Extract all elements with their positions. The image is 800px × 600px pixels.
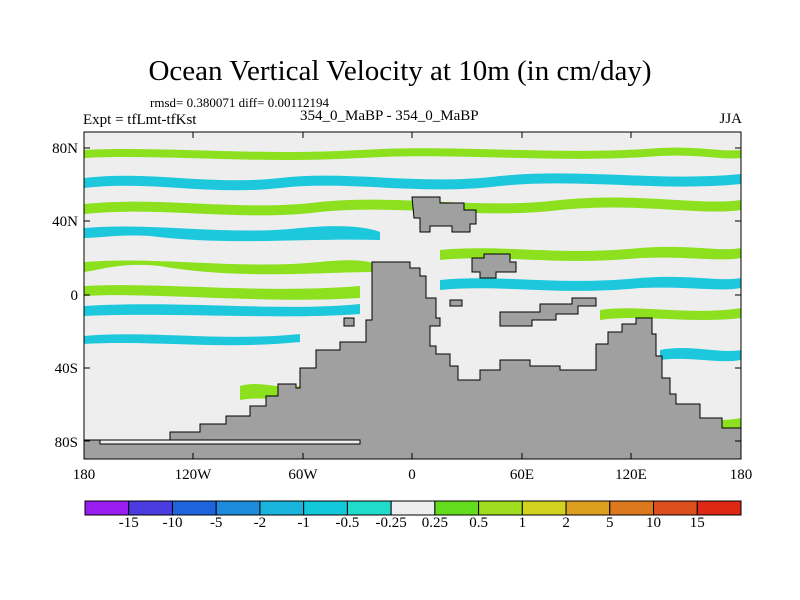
colorbar-label: 10 bbox=[646, 515, 662, 531]
colorbar-swatch bbox=[521, 500, 567, 516]
anomaly-band-negative bbox=[660, 348, 741, 362]
colorbar-swatch bbox=[303, 500, 348, 516]
colorbar-swatch bbox=[259, 500, 305, 516]
colorbar-label: 0.5 bbox=[469, 515, 488, 531]
center-subtitle: 354_0_MaBP - 354_0_MaBP bbox=[300, 108, 479, 124]
figure-title: Ocean Vertical Velocity at 10m (in cm/da… bbox=[148, 55, 652, 87]
colorbar-label: -10 bbox=[162, 515, 183, 531]
colorbar-label: 1 bbox=[518, 515, 527, 531]
anomaly-band-positive bbox=[440, 246, 741, 261]
anomaly-band-positive bbox=[84, 147, 741, 160]
colorbar-swatch bbox=[434, 500, 480, 516]
colorbar-swatch bbox=[478, 500, 523, 516]
anomaly-band-negative bbox=[84, 304, 360, 317]
land-north-asia bbox=[411, 196, 477, 233]
colorbar-label: -1 bbox=[297, 515, 310, 531]
land-small-north bbox=[471, 253, 517, 279]
stats-text: rmsd= 0.380071 diff= 0.00112194 bbox=[150, 95, 329, 110]
colorbar-label: -5 bbox=[209, 515, 223, 531]
anomaly-band-positive bbox=[84, 285, 360, 300]
lon-label-180w: 180 bbox=[73, 467, 96, 483]
lon-label-180e: 180 bbox=[730, 467, 753, 483]
colorbar-swatch bbox=[346, 500, 392, 516]
lat-label-40s: 40S bbox=[55, 361, 78, 377]
lon-label-120w: 120W bbox=[175, 467, 213, 483]
anomaly-band-positive bbox=[84, 260, 375, 275]
axis-ticks bbox=[83, 132, 742, 459]
colorbar-label: -0.25 bbox=[375, 515, 407, 531]
land-outline-strip bbox=[99, 439, 361, 445]
colorbar-swatch bbox=[215, 500, 261, 516]
anomaly-band-negative bbox=[84, 226, 380, 242]
colorbar-swatch bbox=[390, 500, 436, 516]
colorbar bbox=[84, 500, 742, 516]
lat-label-80n: 80N bbox=[52, 141, 78, 157]
colorbar-label: 15 bbox=[689, 515, 705, 531]
colorbar-swatch bbox=[609, 500, 655, 516]
lon-label-60e: 60E bbox=[510, 467, 534, 483]
season-label: JJA bbox=[719, 111, 742, 127]
land-maritime bbox=[499, 297, 597, 327]
experiment-label: Expt = tfLmt-tfKst bbox=[83, 112, 197, 128]
colorbar-label: -15 bbox=[118, 515, 139, 531]
land-mask bbox=[83, 196, 742, 460]
land-small-island-2 bbox=[343, 317, 355, 327]
colorbar-swatch bbox=[171, 500, 217, 516]
land-small-island bbox=[449, 299, 463, 307]
colorbar-label: -2 bbox=[253, 515, 267, 531]
anomaly-band-positive bbox=[600, 308, 741, 320]
lat-label-40n: 40N bbox=[52, 214, 78, 230]
lat-label-0: 0 bbox=[71, 288, 79, 304]
colorbar-swatch bbox=[84, 500, 130, 516]
anomaly-band-negative bbox=[84, 334, 300, 346]
lon-label-120e: 120E bbox=[615, 467, 647, 483]
lon-label-0: 0 bbox=[408, 467, 416, 483]
colorbar-swatch bbox=[128, 500, 173, 516]
colorbar-label: -0.5 bbox=[335, 515, 360, 531]
colorbar-label: 0.25 bbox=[421, 515, 448, 531]
anomaly-band-negative bbox=[440, 276, 741, 291]
lon-label-60w: 60W bbox=[288, 467, 318, 483]
lat-label-80s: 80S bbox=[55, 435, 78, 451]
colorbar-swatch bbox=[565, 500, 611, 516]
colorbar-swatch bbox=[653, 500, 698, 516]
land-africa-europe bbox=[83, 261, 742, 460]
colorbar-label: 2 bbox=[562, 515, 570, 531]
anomaly-band-negative bbox=[84, 173, 741, 191]
colorbar-swatch bbox=[696, 500, 742, 516]
colorbar-label: 5 bbox=[606, 515, 614, 531]
